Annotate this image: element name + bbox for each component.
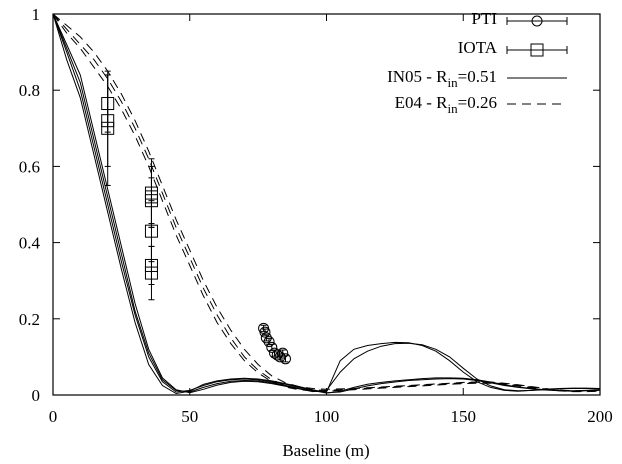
pti-point xyxy=(279,353,291,365)
e04-model-curve xyxy=(52,13,601,393)
legend-e04-suffix: =0.26 xyxy=(458,93,497,112)
iota-point xyxy=(144,190,158,204)
y-tick-label: 0.6 xyxy=(19,157,40,176)
legend-label-iota: IOTA xyxy=(458,38,498,57)
legend-iota-marker xyxy=(530,43,544,57)
legend-label-pti: PTI xyxy=(472,9,498,28)
pti-point xyxy=(266,341,278,353)
legend-label-e04: E04 - Rin=0.26 xyxy=(395,93,497,116)
legend-pti-marker xyxy=(531,15,543,27)
plot-frame xyxy=(52,13,601,396)
y-tick-label: 0.8 xyxy=(19,81,40,100)
e04-model-curve xyxy=(52,13,601,392)
x-axis-label: Baseline (m) xyxy=(282,441,369,460)
x-tick-label: 50 xyxy=(181,407,198,426)
observations xyxy=(101,70,291,365)
legend-in05-suffix: =0.51 xyxy=(458,67,497,86)
legend-e04-subscript: in xyxy=(448,101,459,116)
iota-point xyxy=(101,121,115,135)
model-curves xyxy=(52,13,601,395)
x-tick-label: 100 xyxy=(314,407,340,426)
legend-in05-prefix: IN05 - R xyxy=(387,67,448,86)
iota-point xyxy=(144,266,158,280)
pti-point xyxy=(277,347,289,359)
legend: PTI IOTA IN05 - Rin=0.51 E04 - Rin=0.26 xyxy=(387,9,568,116)
pti-point xyxy=(260,332,272,344)
in05-model-curve xyxy=(52,13,601,394)
legend-in05-subscript: in xyxy=(448,75,459,90)
in05-model-curve xyxy=(52,13,601,395)
x-axis: 0 50 100 150 200 xyxy=(49,14,613,426)
y-tick-label: 0.2 xyxy=(19,310,40,329)
x-tick-label: 200 xyxy=(587,407,613,426)
y-tick-label: 0 xyxy=(32,386,41,405)
in05-model-curve xyxy=(52,13,601,394)
pti-point xyxy=(263,336,275,348)
legend-e04-prefix: E04 - R xyxy=(395,93,449,112)
x-tick-label: 150 xyxy=(451,407,477,426)
legend-label-in05: IN05 - Rin=0.51 xyxy=(387,67,497,90)
y-tick-label: 0.4 xyxy=(19,234,41,253)
e04-model-curve xyxy=(52,13,601,392)
pti-point xyxy=(259,326,271,338)
y-axis: 0 0.2 0.4 0.6 0.8 1 xyxy=(19,5,600,405)
in05-model-curve xyxy=(52,13,601,393)
y-tick-label: 1 xyxy=(32,5,41,24)
x-tick-label: 0 xyxy=(49,407,58,426)
